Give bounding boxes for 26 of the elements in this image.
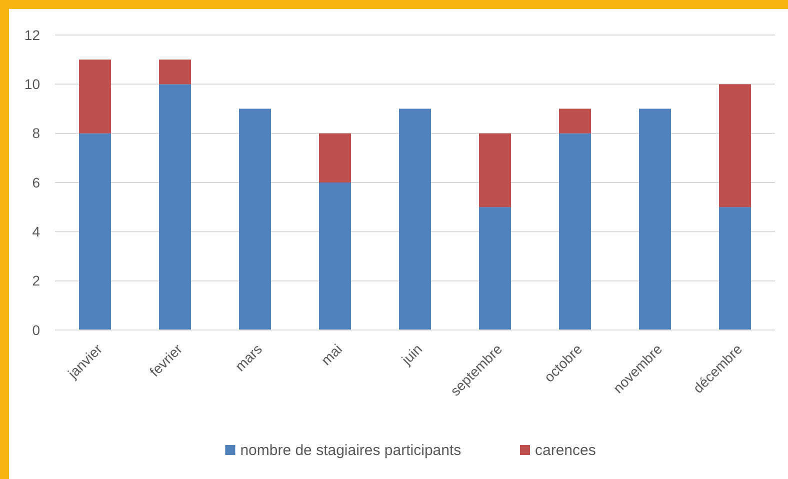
bar (479, 207, 511, 330)
y-tick-label: 0 (32, 322, 40, 338)
y-tick-label: 12 (24, 26, 40, 43)
bar (319, 133, 351, 182)
bar (159, 84, 191, 330)
y-tick-label: 2 (32, 272, 40, 289)
bar (719, 84, 751, 208)
y-tick-label: 8 (32, 125, 40, 142)
bar (239, 108, 271, 330)
bar (79, 60, 111, 134)
legend-label: carences (535, 442, 596, 459)
bar (559, 133, 591, 330)
bar (639, 108, 671, 330)
bar (559, 108, 591, 134)
legend-label: nombre de stagiaires participants (240, 442, 462, 459)
y-tick-label: 6 (32, 174, 40, 190)
bar (719, 207, 751, 330)
bar (479, 133, 511, 208)
x-tick-label: juin (398, 340, 426, 368)
bar (399, 108, 431, 330)
y-tick-label: 10 (24, 76, 40, 92)
bar (79, 133, 111, 330)
y-tick-label: 4 (32, 224, 40, 240)
x-tick-label: mai (318, 340, 346, 368)
bar (319, 182, 351, 330)
bar (159, 60, 191, 84)
